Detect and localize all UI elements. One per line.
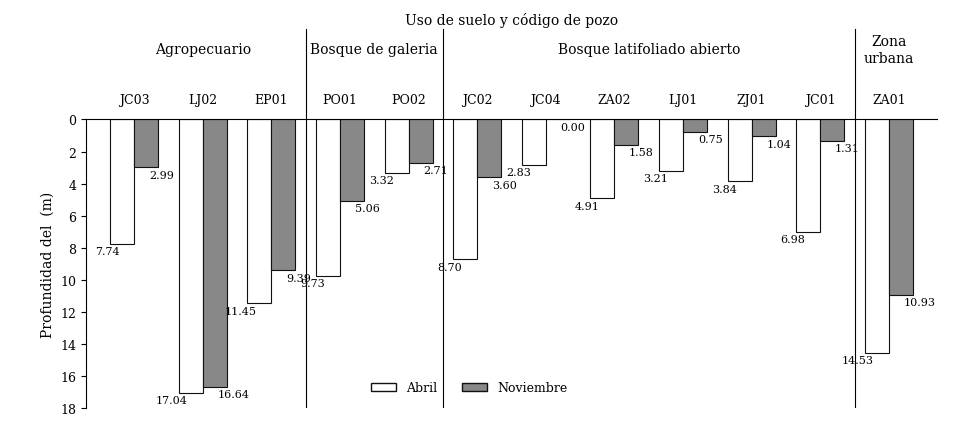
Text: 3.21: 3.21 — [643, 174, 668, 184]
Bar — [820, 120, 844, 141]
Bar — [683, 120, 707, 132]
Bar — [522, 120, 546, 166]
Text: 1.31: 1.31 — [835, 144, 859, 154]
Bar — [340, 120, 364, 201]
Bar — [272, 120, 295, 270]
Text: EP01: EP01 — [254, 93, 288, 106]
Bar — [134, 120, 158, 168]
Text: 6.98: 6.98 — [781, 234, 806, 244]
Bar — [453, 120, 477, 260]
Text: 1.04: 1.04 — [767, 139, 792, 149]
Text: 3.60: 3.60 — [492, 180, 517, 190]
Text: 16.64: 16.64 — [217, 389, 250, 399]
Text: 2.71: 2.71 — [424, 166, 448, 176]
Text: 1.58: 1.58 — [629, 148, 654, 158]
Text: 17.04: 17.04 — [156, 396, 188, 405]
Bar — [591, 120, 615, 199]
Bar — [248, 120, 272, 304]
Bar — [203, 120, 227, 387]
Text: PO02: PO02 — [391, 93, 426, 106]
Text: 8.70: 8.70 — [438, 262, 463, 272]
Bar — [751, 120, 775, 137]
Text: 0.75: 0.75 — [698, 135, 723, 144]
Bar — [315, 120, 340, 276]
Text: PO01: PO01 — [322, 93, 358, 106]
Text: JC02: JC02 — [462, 93, 492, 106]
Bar — [408, 120, 432, 163]
Text: JC03: JC03 — [119, 93, 149, 106]
Text: 2.83: 2.83 — [506, 168, 531, 178]
Text: 3.84: 3.84 — [712, 184, 737, 194]
Bar — [384, 120, 408, 173]
Text: LJ02: LJ02 — [188, 93, 217, 106]
Text: 0.00: 0.00 — [560, 123, 585, 132]
Text: 3.32: 3.32 — [369, 176, 394, 186]
Text: ZA01: ZA01 — [872, 93, 905, 106]
Text: JC01: JC01 — [805, 93, 836, 106]
Bar — [110, 120, 134, 244]
Text: 4.91: 4.91 — [575, 201, 599, 211]
Bar — [615, 120, 639, 145]
Bar — [659, 120, 683, 172]
Text: Bosque latifoliado abierto: Bosque latifoliado abierto — [557, 43, 740, 57]
Text: LJ01: LJ01 — [668, 93, 698, 106]
Text: Zona
urbana: Zona urbana — [863, 35, 914, 65]
Bar — [179, 120, 203, 393]
Text: ZJ01: ZJ01 — [737, 93, 767, 106]
Text: Agropecuario: Agropecuario — [155, 43, 250, 57]
Text: 5.06: 5.06 — [355, 204, 380, 214]
Title: Uso de suelo y código de pozo: Uso de suelo y código de pozo — [405, 12, 618, 28]
Text: JC04: JC04 — [531, 93, 561, 106]
Legend: Abril, Noviembre: Abril, Noviembre — [366, 376, 572, 399]
Bar — [889, 120, 913, 295]
Text: 2.99: 2.99 — [149, 170, 174, 181]
Text: ZA02: ZA02 — [598, 93, 631, 106]
Bar — [477, 120, 501, 178]
Text: 9.39: 9.39 — [286, 273, 311, 283]
Text: 10.93: 10.93 — [903, 298, 936, 307]
Bar — [796, 120, 820, 232]
Text: 7.74: 7.74 — [95, 246, 120, 257]
Bar — [865, 120, 889, 353]
Text: 14.53: 14.53 — [842, 355, 874, 366]
Y-axis label: Profundidad del  (m): Profundidad del (m) — [41, 191, 54, 337]
Text: 11.45: 11.45 — [225, 306, 256, 316]
Text: 9.73: 9.73 — [300, 279, 325, 289]
Bar — [728, 120, 751, 182]
Text: Bosque de galeria: Bosque de galeria — [311, 43, 438, 57]
